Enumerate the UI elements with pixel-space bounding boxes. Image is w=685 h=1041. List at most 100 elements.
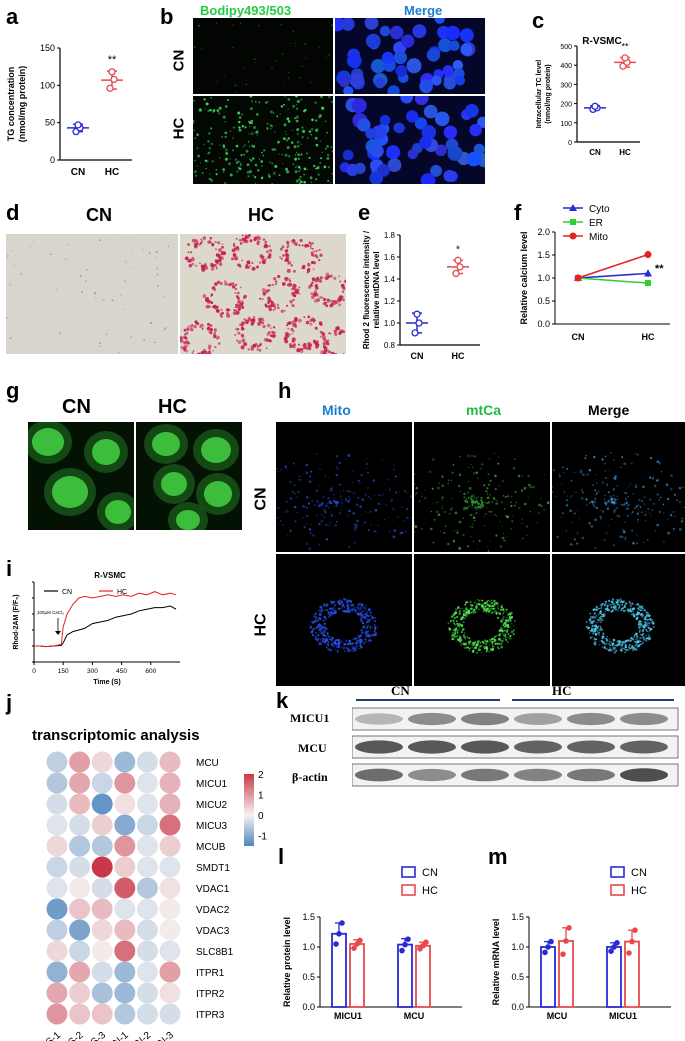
chart-l-bar (415, 944, 431, 1008)
heatmap-cell (114, 751, 136, 773)
micrograph-mito-cn (276, 422, 412, 552)
blot-band (461, 712, 509, 726)
blot-group-hc: HC (552, 683, 572, 698)
micrograph-texture (339, 96, 485, 184)
heatmap-cell (136, 793, 158, 815)
heatmap-cell (114, 877, 136, 899)
chart-f-point (644, 269, 652, 277)
chart-i-xtick-label: 450 (116, 668, 127, 675)
panel-b-col2-label: Merge (404, 3, 443, 18)
panel-label-j: j (6, 690, 13, 715)
heatmap-row-label: SMDT1 (196, 863, 230, 874)
chart-a-xtick-label: CN (71, 167, 85, 178)
heatmap-cell (159, 982, 181, 1004)
chart-m-legend-swatch (610, 866, 625, 878)
chart-l-bar (349, 943, 365, 1008)
micrograph-mito-hc (276, 554, 412, 686)
chart-i-xtick-label: 300 (87, 668, 98, 675)
heatmap-cell (159, 877, 181, 899)
chart-m-ytick-label: 1.5 (511, 912, 524, 922)
panel-b-row2-label: HC (170, 117, 188, 140)
heatmap-col-label: AS-1 (39, 1030, 63, 1041)
chart-l-ytick-label: 0.0 (302, 1002, 315, 1012)
chart-a-ytick-label: 150 (40, 43, 55, 53)
chart-l-bar (397, 943, 413, 1008)
panel-h-col2-label: mtCa (466, 402, 502, 418)
chart-m-point (626, 950, 632, 956)
chart-c-ytick-label: 200 (560, 102, 572, 109)
chart-m-ylabel: Relative mRNA level (491, 919, 501, 1006)
micrograph-merge-hc (552, 554, 685, 686)
heatmap-cell (46, 856, 68, 878)
micrograph-texture (335, 18, 476, 94)
panel-label-b: b (160, 4, 174, 29)
blot-band (355, 740, 403, 754)
chart-c-xtick-label: HC (619, 148, 631, 157)
blot-band (514, 740, 562, 754)
chart-i-ylabel: Rhod-2AM (F/F₀) (13, 594, 20, 649)
micrograph-oilred-hc (180, 234, 346, 354)
heatmap-cell (46, 940, 68, 962)
chart-i-legend-label: CN (62, 589, 72, 596)
panel-g-left-label: CN (62, 396, 91, 418)
heatmap-cell (91, 982, 113, 1004)
chart-c: R-VSMC 0 100 200 300 400 500 Intracellular TC l… (536, 36, 640, 157)
blot-band (408, 740, 456, 754)
chart-c-ytick-label: 500 (560, 44, 572, 51)
chart-m-bar (558, 940, 574, 1008)
chart-l-point (336, 931, 342, 937)
heatmap-cell (91, 961, 113, 983)
panel-g-right-label: HC (158, 396, 187, 418)
chart-e-point (413, 310, 421, 318)
heatmap-cell (69, 814, 91, 836)
chart-f: 0.0 0.5 1.0 1.5 2.0 Relative calcium level CN H… (519, 204, 670, 342)
chart-f-xtick-label: HC (642, 332, 655, 342)
chart-a-point (110, 75, 118, 84)
heatmap-cell (91, 772, 113, 794)
panel-h-row2-label: HC (252, 613, 270, 637)
heatmap-cell (114, 940, 136, 962)
blot-group-cn: CN (391, 683, 410, 698)
heatmap-cell (46, 919, 68, 941)
chart-f-point (645, 280, 651, 287)
chart-f-ytick-label: 1.5 (537, 250, 550, 260)
chart-i-xtick-label: 600 (145, 668, 156, 675)
chart-f-significance: ** (655, 263, 664, 275)
chart-l: 0.0 0.5 1.0 1.5 Relative protein level MICU1 M… (282, 866, 462, 1021)
blot-band (461, 768, 509, 782)
chart-m-point (614, 940, 620, 946)
heatmap-row-label: ITPR1 (196, 968, 225, 979)
chart-f-legend-label: Mito (589, 232, 608, 243)
chart-l-point (357, 937, 363, 944)
chart-e-ytick-label: 1.4 (384, 275, 396, 284)
chart-a-point (74, 121, 82, 129)
chart-m-ytick-label: 1.0 (511, 942, 524, 952)
heatmap-cell (159, 898, 181, 920)
heatmap-col-label: CN-3 (151, 1030, 176, 1041)
chart-l-legend-swatch (401, 866, 416, 878)
heatmap-cell (136, 772, 158, 794)
panel-label-k: k (276, 688, 289, 713)
heatmap-cell (159, 940, 181, 962)
heatmap-cell (46, 982, 68, 1004)
chart-a-ytick-label: 0 (50, 155, 55, 165)
micrograph-merge-cn (335, 18, 485, 94)
chart-f-legend-marker (569, 232, 577, 240)
heatmap-cell (69, 793, 91, 815)
heatmap-cell (136, 856, 158, 878)
chart-m-point (608, 948, 614, 954)
chart-m-ytick-label: 0.5 (511, 972, 524, 982)
chart-e-point (415, 319, 423, 327)
chart-i: R-VSMC 0 150 300 450 600 Time (S) Rhod-2AM (F/F… (13, 571, 180, 686)
heatmap-cell (46, 814, 68, 836)
chart-a-point (106, 84, 114, 92)
blot-band (567, 712, 615, 726)
heatmap-cell (136, 877, 158, 899)
chart-c-point (621, 54, 629, 62)
heatmap-cell (136, 814, 158, 836)
chart-m-bar (540, 946, 556, 1008)
chart-l-ytick-label: 1.0 (302, 942, 315, 952)
panel-label-i: i (6, 556, 13, 581)
blot-band (620, 768, 668, 782)
heatmap-cell (136, 940, 158, 962)
